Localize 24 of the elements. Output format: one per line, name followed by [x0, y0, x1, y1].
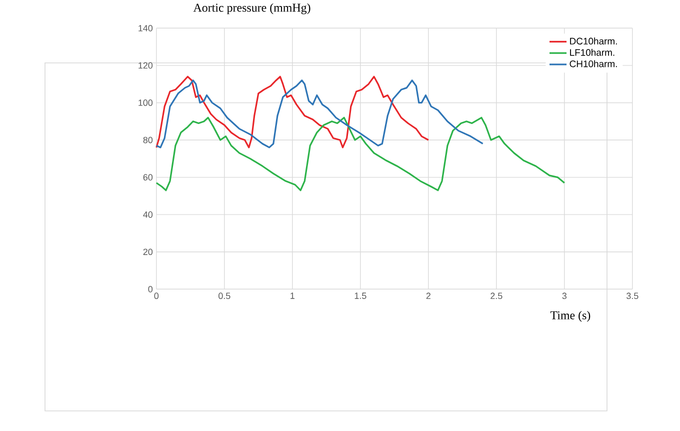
- x-axis-title: Time (s): [550, 311, 590, 322]
- y-tick-label: 40: [143, 211, 153, 218]
- y-tick-label: 20: [143, 248, 153, 256]
- legend-label: CH10harm.: [570, 60, 617, 68]
- y-tick-label: 0: [148, 286, 153, 292]
- x-tick-label: 1: [290, 292, 294, 299]
- y-tick-label: 60: [143, 174, 153, 181]
- line-series: [156, 80, 484, 148]
- x-tick-label: 0.5: [218, 292, 230, 300]
- x-tick-label: 3.5: [626, 292, 638, 300]
- y-tick-label: 100: [138, 100, 153, 106]
- x-tick-label: 3: [562, 292, 567, 300]
- x-tick-label: 2.5: [490, 292, 502, 300]
- x-tick-label: 2: [426, 292, 430, 300]
- y-tick-label: 80: [143, 136, 153, 144]
- line-series: [156, 116, 566, 192]
- line-series: [156, 76, 430, 148]
- legend-label: LF10harm.: [570, 48, 614, 56]
- y-tick-label: 120: [138, 62, 153, 69]
- y-tick-label: 140: [138, 25, 153, 32]
- legend-label: DC10harm.: [570, 38, 617, 45]
- y-axis-title: Aortic pressure (mmHg): [193, 3, 310, 14]
- x-tick-label: 1.5: [354, 292, 366, 300]
- x-tick-label: 0: [154, 292, 159, 300]
